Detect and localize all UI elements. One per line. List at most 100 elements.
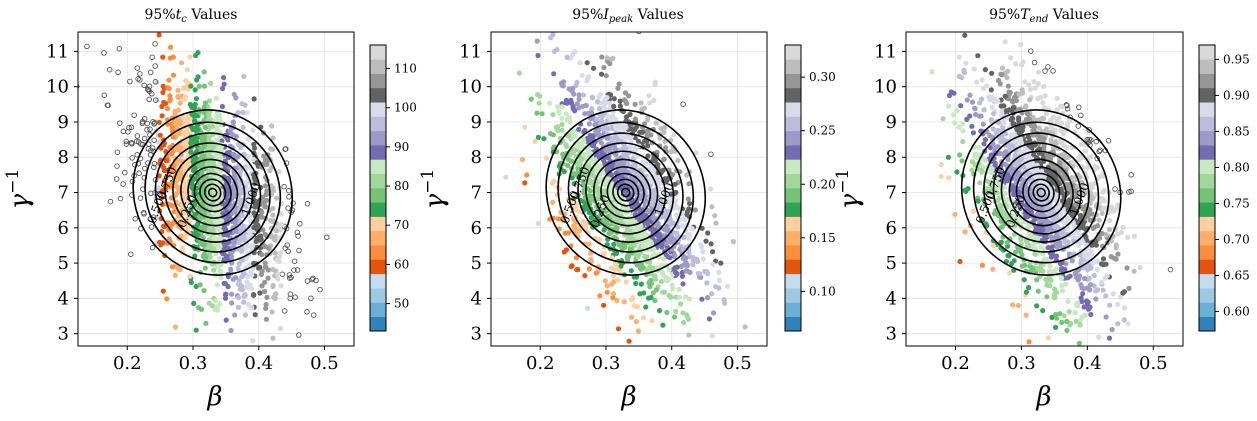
data-point-outlier	[305, 202, 310, 207]
data-point-colored	[624, 280, 629, 285]
data-point-colored	[641, 315, 646, 320]
data-point-colored	[586, 74, 591, 79]
data-point-colored	[641, 290, 646, 295]
data-point-colored	[251, 142, 256, 147]
data-point-colored	[1026, 82, 1031, 87]
data-point-colored	[202, 134, 207, 139]
data-point-colored	[975, 53, 980, 58]
data-point-colored	[1053, 325, 1058, 330]
data-point-outlier	[150, 55, 155, 60]
data-point-colored	[1115, 302, 1120, 307]
data-point-colored	[587, 266, 592, 271]
data-point-colored	[250, 128, 255, 133]
data-point-colored	[680, 223, 685, 228]
data-point-colored	[520, 157, 525, 162]
data-point-colored	[959, 75, 964, 80]
data-point-colored	[194, 23, 199, 28]
data-point-colored	[594, 271, 599, 276]
data-point-colored	[673, 270, 678, 275]
data-point-colored	[529, 97, 534, 102]
data-point-outlier	[318, 287, 323, 292]
data-point-colored	[173, 273, 178, 278]
data-point-colored	[178, 101, 183, 106]
data-point-outlier	[118, 121, 123, 126]
data-point-colored	[582, 273, 587, 278]
data-point-colored	[597, 293, 602, 298]
data-point-colored	[582, 111, 587, 116]
data-point-colored	[1033, 85, 1038, 90]
y-tick-label: 11	[459, 41, 482, 62]
data-point-colored	[603, 100, 608, 105]
data-point-colored	[1040, 227, 1045, 232]
data-point-colored	[1124, 265, 1129, 270]
data-point-colored	[250, 338, 255, 343]
data-point-colored	[1095, 267, 1100, 272]
data-point-colored	[228, 328, 233, 333]
data-point-colored	[1027, 117, 1032, 122]
data-point-outlier	[107, 67, 112, 72]
data-point-colored	[960, 139, 965, 144]
data-point-colored	[214, 96, 219, 101]
data-point-outlier	[135, 134, 140, 139]
data-point-colored	[581, 92, 586, 97]
data-point-colored	[603, 278, 608, 283]
colorbar-segment	[370, 45, 386, 60]
data-point-outlier	[108, 199, 113, 204]
colorbar-segment	[370, 102, 386, 117]
colorbar-segment	[785, 274, 801, 289]
data-point-colored	[263, 183, 268, 188]
data-point-colored	[955, 108, 960, 113]
data-point-colored	[666, 293, 671, 298]
data-point-outlier	[121, 182, 126, 187]
data-point-colored	[535, 92, 540, 97]
data-point-colored	[561, 83, 566, 88]
data-point-colored	[248, 283, 253, 288]
y-tick-label: 5	[471, 253, 482, 274]
data-point-colored	[262, 204, 267, 209]
data-point-colored	[639, 282, 644, 287]
data-point-colored	[1017, 92, 1022, 97]
data-point-colored	[203, 266, 208, 271]
data-point-outlier	[133, 216, 138, 221]
data-point-colored	[171, 135, 176, 140]
data-point-outlier	[115, 150, 120, 155]
data-point-outlier	[709, 152, 714, 157]
data-point-colored	[251, 292, 256, 297]
colorbar-segment	[370, 145, 386, 160]
data-point-colored	[718, 261, 723, 266]
data-point-outlier	[145, 128, 150, 133]
data-point-colored	[991, 243, 996, 248]
data-point-colored	[157, 240, 162, 245]
data-point-colored	[559, 122, 564, 127]
data-point-colored	[645, 143, 650, 148]
data-point-colored	[1054, 290, 1059, 295]
colorbar-segment	[370, 260, 386, 275]
data-point-colored	[709, 241, 714, 246]
data-point-outlier	[121, 129, 126, 134]
data-point-outlier	[1076, 124, 1081, 129]
data-point-colored	[634, 319, 639, 324]
data-point-outlier	[298, 222, 303, 227]
data-point-colored	[547, 101, 552, 106]
data-point-colored	[223, 281, 228, 286]
data-point-colored	[236, 295, 241, 300]
data-point-colored	[671, 132, 676, 137]
y-tick-label: 6	[471, 218, 482, 239]
data-point-colored	[710, 249, 715, 254]
data-point-colored	[1044, 111, 1049, 116]
data-point-colored	[181, 86, 186, 91]
data-point-colored	[1122, 305, 1127, 310]
data-point-colored	[266, 245, 271, 250]
data-point-colored	[532, 139, 537, 144]
data-point-colored	[996, 128, 1001, 133]
data-point-colored	[991, 111, 996, 116]
data-point-colored	[1048, 269, 1053, 274]
data-point-colored	[253, 312, 258, 317]
data-point-colored	[160, 55, 165, 60]
data-point-colored	[575, 144, 580, 149]
data-point-colored	[607, 146, 612, 151]
data-point-outlier	[1098, 148, 1103, 153]
data-point-colored	[241, 74, 246, 79]
data-point-colored	[691, 255, 696, 260]
